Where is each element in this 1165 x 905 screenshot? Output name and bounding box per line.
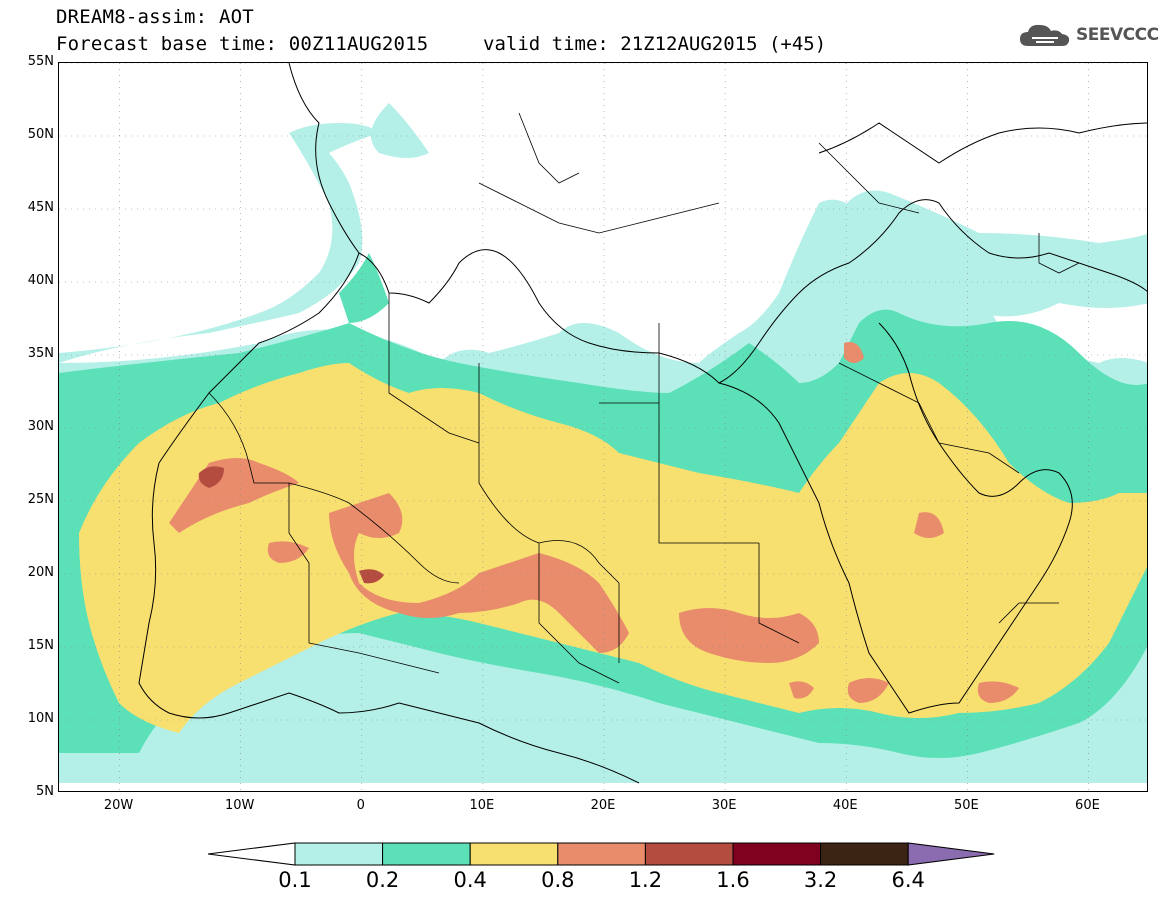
colorbar-high-arrow [907, 842, 995, 866]
lon-label: 20E [590, 798, 616, 813]
colorbar [207, 842, 995, 866]
lat-label: 10N [27, 711, 54, 726]
lon-label: 50E [953, 798, 979, 813]
coastlines [138, 63, 1147, 784]
lon-label: 60E [1075, 798, 1100, 813]
aot-contour-map [59, 63, 1147, 791]
cloud-icon [1020, 24, 1070, 46]
country-borders [208, 112, 1080, 684]
colorbar-label: 0.8 [541, 868, 575, 892]
colorbar-label: 6.4 [891, 868, 925, 892]
aot-band-1.2 [198, 466, 384, 584]
colorbar-low-arrow [207, 842, 296, 866]
map-title: DREAM8-assim: AOT [56, 6, 254, 28]
lat-label: 45N [27, 200, 54, 215]
lat-label: 20N [27, 565, 54, 580]
lon-label: 10W [224, 798, 255, 813]
forecast-base-time: Forecast base time: 00Z11AUG2015 [56, 33, 429, 55]
aot-band-0.4 [79, 363, 1147, 733]
colorbar-label: 0.1 [278, 868, 312, 892]
lon-label: 20W [103, 798, 134, 813]
colorbar-label: 1.6 [716, 868, 750, 892]
lon-label: 30E [711, 798, 737, 813]
valid-time: valid time: 21Z12AUG2015 (+45) [483, 33, 827, 55]
lat-label: 40N [27, 273, 54, 288]
lat-label: 5N [36, 784, 54, 799]
colorbar-label: 1.2 [628, 868, 663, 892]
lon-label: 10E [469, 798, 495, 813]
seevccc-logo: SEEVCCC [1018, 22, 1159, 48]
colorbar-label: 3.2 [803, 868, 838, 892]
colorbar-cell [294, 842, 384, 866]
lat-label: 25N [27, 492, 54, 507]
colorbar-cell [557, 842, 646, 866]
colorbar-cell [382, 842, 471, 866]
colorbar-cell [732, 842, 822, 866]
lat-label: 35N [27, 346, 54, 361]
colorbar-cell [820, 842, 909, 866]
logo-text: SEEVCCC [1076, 25, 1159, 45]
colorbar-cell [469, 842, 559, 866]
lat-label: 15N [27, 638, 54, 653]
colorbar-label: 0.2 [365, 868, 400, 892]
lat-label: 50N [27, 127, 54, 142]
lat-label: 30N [27, 419, 54, 434]
lon-label: 0 [356, 798, 365, 813]
lat-label: 55N [27, 54, 54, 69]
colorbar-label: 0.4 [453, 868, 487, 892]
lon-label: 40E [832, 798, 858, 813]
colorbar-cell [644, 842, 734, 866]
aot-map [58, 62, 1148, 792]
